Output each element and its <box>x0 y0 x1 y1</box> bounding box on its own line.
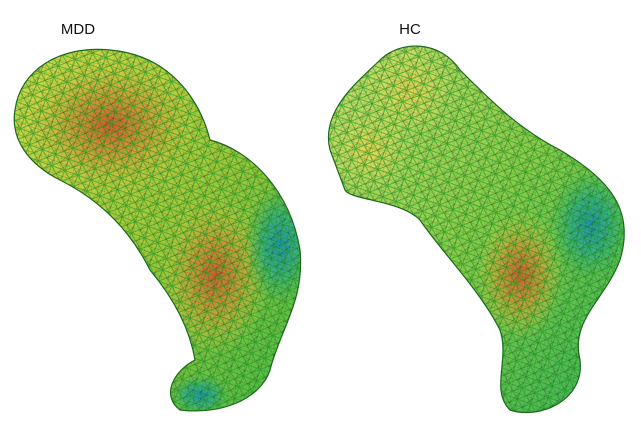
mesh-render-mdd <box>14 49 301 411</box>
outline <box>13 48 302 412</box>
mesh-render-hc <box>328 46 625 413</box>
panel-label: HC <box>399 21 421 38</box>
outline <box>327 45 625 414</box>
panel-label: MDD <box>61 21 95 38</box>
